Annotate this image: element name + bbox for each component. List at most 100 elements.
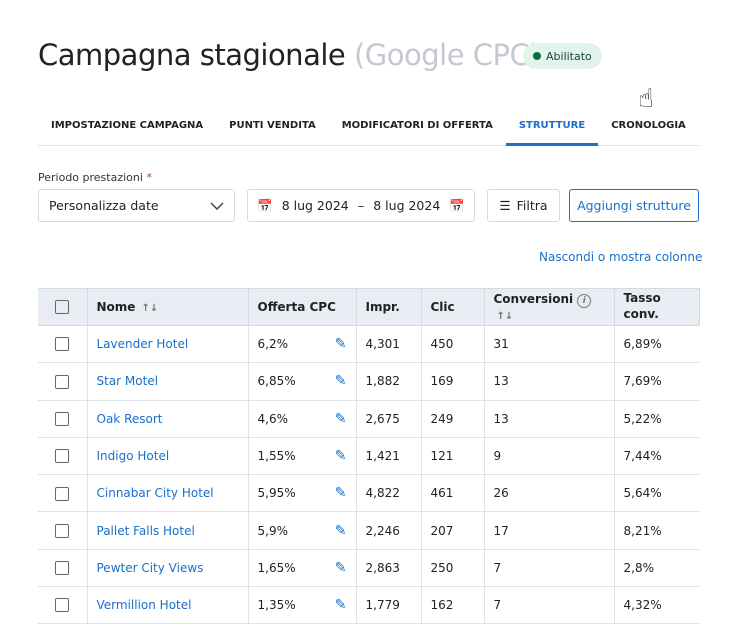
- bid-cell: 5,9% ✎: [247, 511, 356, 550]
- rate-cell: 6,89%: [613, 325, 699, 364]
- structure-link[interactable]: Indigo Hotel: [96, 449, 170, 464]
- clicks-cell: 450: [420, 325, 484, 364]
- filter-button[interactable]: ☰ Filtra: [487, 189, 560, 222]
- name-cell: Pewter City Views: [86, 549, 248, 588]
- conv-cell: 9: [483, 437, 614, 476]
- table-row: Cinnabar City Hotel 5,95% ✎ 4,822 461 26 …: [38, 474, 699, 513]
- header-rate: Tasso conv.: [613, 288, 700, 326]
- clicks-cell: 249: [420, 400, 484, 438]
- impr-cell: 1,779: [355, 586, 421, 624]
- pencil-icon[interactable]: ✎: [334, 410, 347, 427]
- clicks-cell: 250: [420, 549, 484, 588]
- name-cell: Indigo Hotel: [86, 437, 248, 476]
- bid-cell: 1,65% ✎: [247, 549, 356, 588]
- row-checkbox[interactable]: [55, 374, 70, 389]
- info-icon[interactable]: i: [577, 294, 592, 308]
- pencil-icon[interactable]: ✎: [334, 597, 347, 614]
- tab-bar: IMPOSTAZIONE CAMPAGNA PUNTI VENDITA MODIFI…: [38, 108, 699, 146]
- row-checkbox[interactable]: [55, 337, 70, 352]
- tab-cronologia[interactable]: CRONOLOGIA: [611, 120, 686, 131]
- row-select: [38, 400, 87, 438]
- conv-cell: 7: [483, 549, 614, 588]
- structure-link[interactable]: Oak Resort: [96, 411, 163, 426]
- pencil-icon[interactable]: ✎: [334, 559, 347, 576]
- row-select: [38, 325, 87, 364]
- date-from[interactable]: 8 lug 2024: [281, 198, 349, 213]
- row-select: [38, 511, 87, 550]
- structure-link[interactable]: Pallet Falls Hotel: [96, 523, 195, 538]
- bid-cell: 1,55% ✎: [247, 437, 356, 476]
- header-impr: Impr.: [355, 288, 422, 326]
- structure-link[interactable]: Pewter City Views: [96, 560, 204, 575]
- pencil-icon[interactable]: ✎: [334, 485, 347, 502]
- tab-modificatori-di-offerta[interactable]: MODIFICATORI DI OFFERTA: [341, 120, 493, 131]
- row-checkbox[interactable]: [55, 411, 70, 426]
- period-select[interactable]: Personalizza date: [38, 189, 235, 222]
- header-clicks: Clic: [420, 288, 485, 326]
- select-all-header: [38, 288, 88, 326]
- tab-impostazione-campagna[interactable]: IMPOSTAZIONE CAMPAGNA: [51, 120, 204, 131]
- calendar-icon[interactable]: 📅: [257, 197, 273, 213]
- row-checkbox[interactable]: [55, 523, 70, 538]
- structure-link[interactable]: Vermillion Hotel: [96, 598, 192, 613]
- clicks-cell: 121: [420, 437, 484, 476]
- pencil-icon[interactable]: ✎: [334, 373, 347, 390]
- date-range-input[interactable]: 📅 8 lug 2024 – 8 lug 2024 📅: [247, 189, 475, 222]
- structure-link[interactable]: Star Motel: [96, 374, 159, 389]
- bid-cell: 1,35% ✎: [247, 586, 356, 624]
- conv-cell: 17: [483, 511, 614, 550]
- row-select: [38, 586, 87, 624]
- row-select: [38, 437, 87, 476]
- conv-cell: 7: [483, 586, 614, 624]
- select-all-checkbox[interactable]: [55, 300, 70, 315]
- sliders-icon: ☰: [499, 198, 511, 213]
- calendar-icon[interactable]: 📅: [449, 197, 465, 213]
- add-structures-button[interactable]: Aggiungi strutture: [569, 189, 699, 222]
- row-select: [38, 549, 87, 588]
- table-row: Lavender Hotel 6,2% ✎ 4,301 450 31 6,89%: [38, 325, 699, 364]
- row-checkbox[interactable]: [55, 486, 70, 501]
- bid-cell: 5,95% ✎: [247, 474, 356, 513]
- rate-cell: 7,44%: [613, 437, 699, 476]
- tab-strutture[interactable]: STRUTTURE: [505, 108, 599, 146]
- sort-icon[interactable]: ↑↓: [141, 303, 159, 314]
- impr-cell: 1,421: [355, 437, 421, 476]
- chevron-down-icon: [210, 198, 224, 213]
- row-checkbox[interactable]: [55, 598, 70, 613]
- clicks-cell: 207: [420, 511, 484, 550]
- header-name[interactable]: Nome ↑↓: [86, 288, 249, 326]
- name-cell: Oak Resort: [86, 400, 248, 438]
- impr-cell: 2,246: [355, 511, 421, 550]
- pencil-icon[interactable]: ✎: [334, 448, 347, 465]
- clicks-cell: 461: [420, 474, 484, 513]
- clicks-cell: 169: [420, 362, 484, 401]
- clicks-cell: 162: [420, 586, 484, 624]
- date-to[interactable]: 8 lug 2024: [373, 198, 441, 213]
- rate-cell: 4,32%: [613, 586, 699, 624]
- header-conv[interactable]: Conversioni i↑↓: [483, 288, 615, 326]
- bid-cell: 6,2% ✎: [247, 325, 356, 364]
- tab-punti-vendita[interactable]: PUNTI VENDITA: [229, 120, 316, 131]
- toggle-columns-link[interactable]: Nascondi o mostra colonne: [539, 250, 703, 264]
- structure-link[interactable]: Cinnabar City Hotel: [96, 486, 214, 501]
- conv-cell: 13: [483, 400, 614, 438]
- pencil-icon[interactable]: ✎: [334, 336, 347, 353]
- rate-cell: 5,64%: [613, 474, 699, 513]
- name-cell: Lavender Hotel: [86, 325, 248, 364]
- table-row: Indigo Hotel 1,55% ✎ 1,421 121 9 7,44%: [38, 437, 699, 476]
- conv-cell: 31: [483, 325, 614, 364]
- status-badge: Abilitato: [523, 43, 602, 69]
- rate-cell: 5,22%: [613, 400, 699, 438]
- table-row: Pallet Falls Hotel 5,9% ✎ 2,246 207 17 8,…: [38, 511, 699, 550]
- row-checkbox[interactable]: [55, 449, 70, 464]
- sort-icon[interactable]: ↑↓: [496, 311, 514, 322]
- structures-table: Nome ↑↓ Offerta CPC Impr. Clic Conversion…: [38, 288, 700, 624]
- pencil-icon[interactable]: ✎: [334, 522, 347, 539]
- structure-link[interactable]: Lavender Hotel: [96, 337, 189, 352]
- conv-cell: 13: [483, 362, 614, 401]
- row-checkbox[interactable]: [55, 561, 70, 576]
- table-row: Vermillion Hotel 1,35% ✎ 1,779 162 7 4,32…: [38, 586, 699, 624]
- bid-cell: 6,85% ✎: [247, 362, 356, 401]
- row-select: [38, 362, 87, 401]
- name-cell: Vermillion Hotel: [86, 586, 248, 624]
